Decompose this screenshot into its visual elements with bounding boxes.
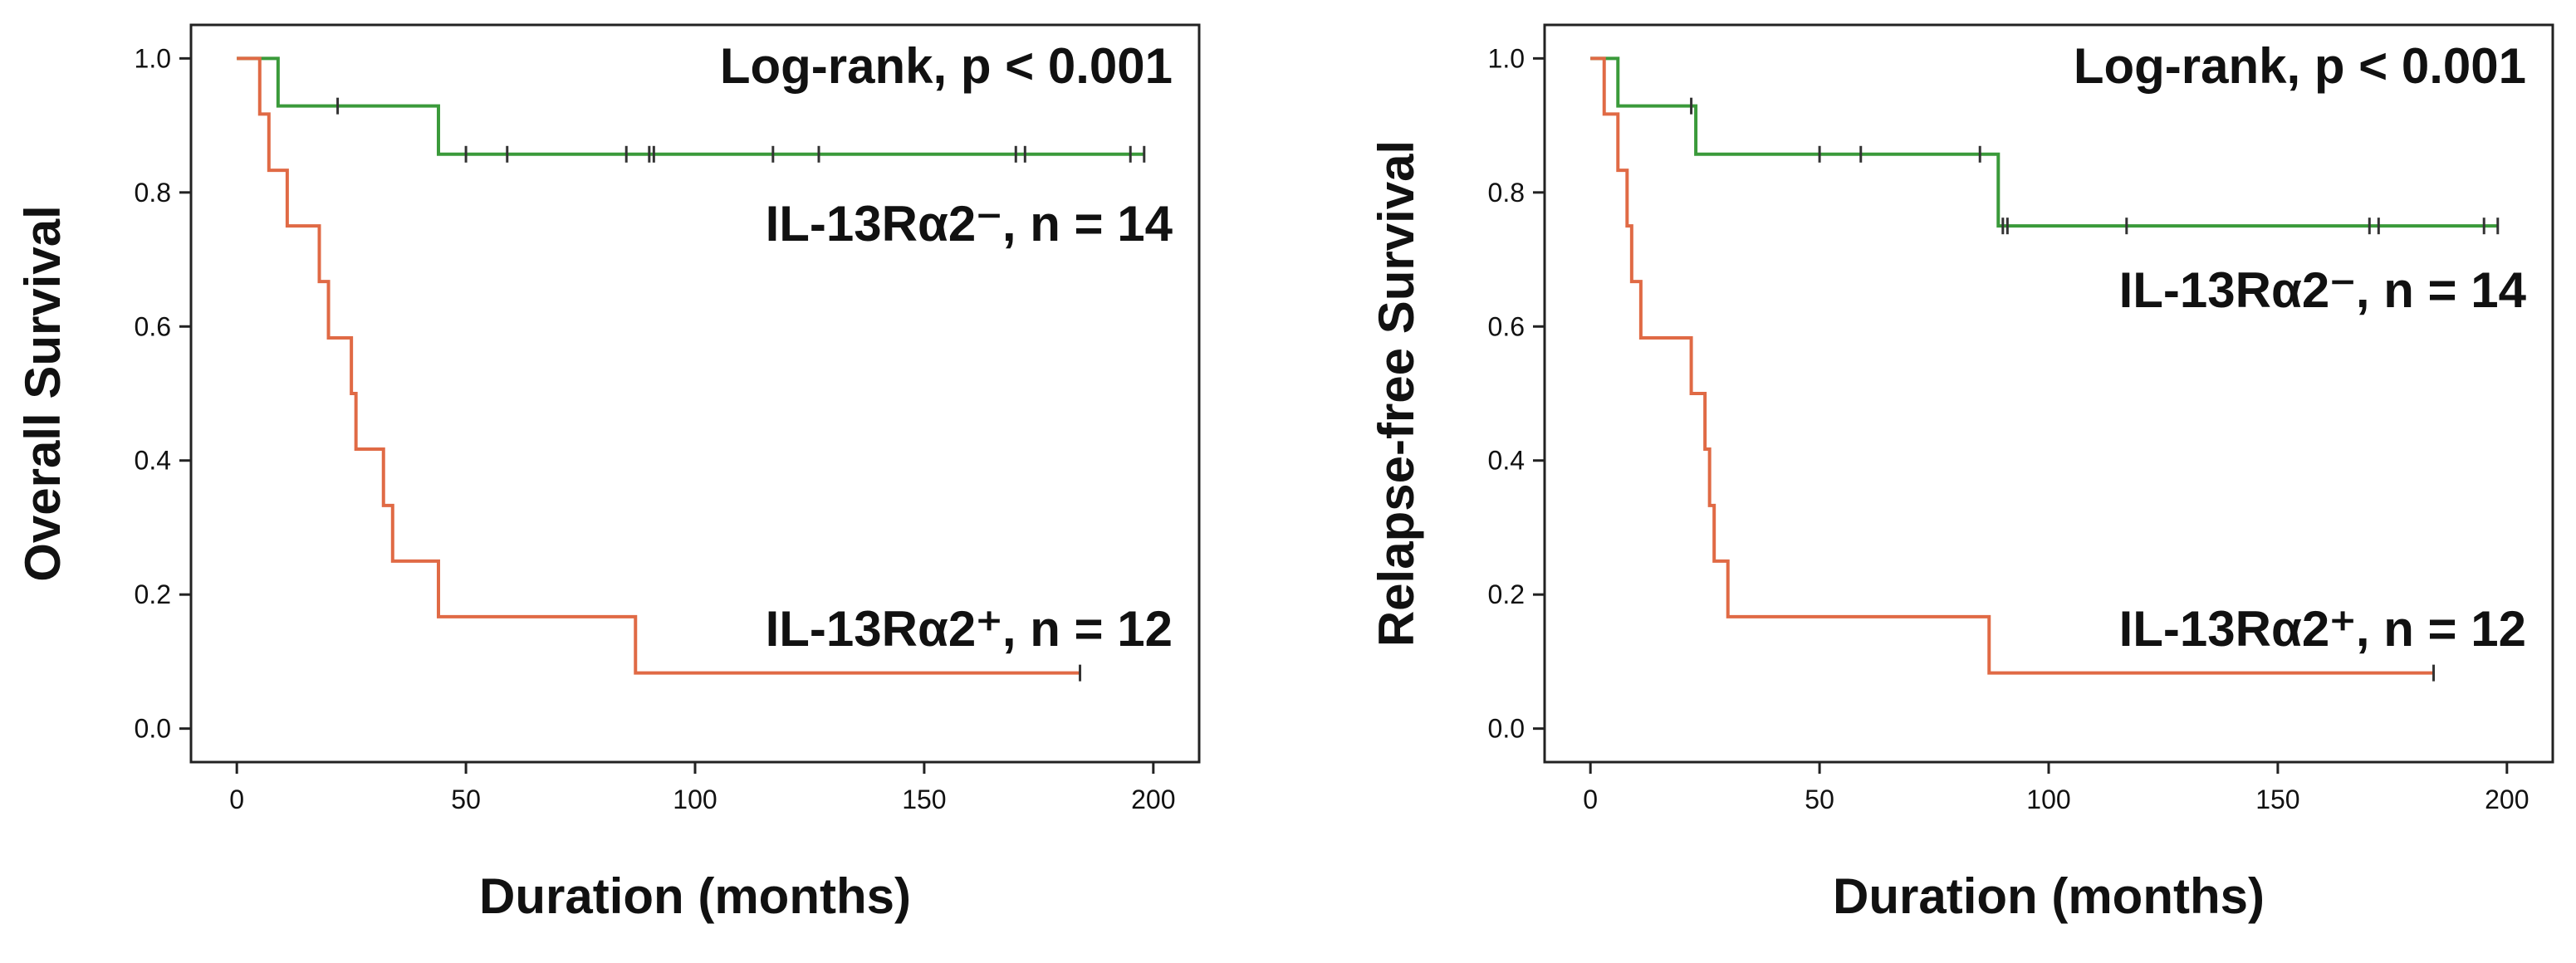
log-rank-annotation: Log-rank, p < 0.001 — [720, 38, 1173, 94]
x-tick-label: 150 — [2255, 785, 2299, 814]
y-axis-title: Relapse-free Survival — [1369, 140, 1424, 647]
x-tick-label: 200 — [1131, 785, 1175, 814]
axis-ticks: 0 50 100 150 200 0.0 0.2 0.4 0.6 0.8 1.0 — [135, 43, 1176, 814]
y-tick-label: 0.6 — [135, 311, 171, 341]
x-tick-label: 150 — [902, 785, 946, 814]
x-tick-label: 0 — [1583, 785, 1598, 814]
il13ra2-positive-survival-curve — [1590, 56, 2434, 675]
x-axis-title: Duration (months) — [479, 868, 911, 924]
y-tick-label: 0.4 — [135, 446, 171, 476]
series-label-negative: IL-13Rα2⁻, n = 14 — [766, 196, 1173, 252]
series-label-negative: IL-13Rα2⁻, n = 14 — [2119, 262, 2527, 318]
x-tick-label: 50 — [451, 785, 481, 814]
y-tick-label: 0.8 — [135, 178, 171, 208]
il13ra2-negative-survival-curve — [237, 56, 1144, 156]
plot-marks — [1590, 56, 2500, 682]
y-tick-label: 0.2 — [1488, 579, 1525, 609]
x-tick-label: 100 — [2026, 785, 2070, 814]
il13ra2-positive-survival-curve — [237, 56, 1080, 675]
x-tick-label: 100 — [673, 785, 717, 814]
y-tick-label: 0.2 — [135, 579, 171, 609]
y-tick-label: 0.0 — [135, 714, 171, 744]
x-tick-label: 0 — [229, 785, 244, 814]
y-tick-label: 0.6 — [1488, 311, 1525, 341]
y-tick-label: 1.0 — [1488, 43, 1525, 73]
plot-marks — [237, 56, 1146, 682]
il13ra2-negative-survival-curve — [1590, 56, 2498, 228]
series-label-positive: IL-13Rα2⁺, n = 12 — [766, 601, 1173, 657]
relapse-free-survival-panel: 0 50 100 150 200 0.0 0.2 0.4 0.6 0.8 1.0 Duration … — [1369, 23, 2554, 924]
x-tick-label: 50 — [1805, 785, 1834, 814]
overall-survival-panel: 0 50 100 150 200 0.0 0.2 0.4 0.6 0.8 1.0 Duration … — [15, 23, 1201, 924]
x-axis-title: Duration (months) — [1833, 868, 2265, 924]
log-rank-annotation: Log-rank, p < 0.001 — [2074, 38, 2526, 94]
axis-ticks: 0 50 100 150 200 0.0 0.2 0.4 0.6 0.8 1.0 — [1488, 43, 2529, 814]
y-tick-label: 0.8 — [1488, 178, 1525, 208]
y-axis-title: Overall Survival — [15, 205, 71, 582]
y-tick-label: 0.4 — [1488, 446, 1525, 476]
x-tick-label: 200 — [2485, 785, 2529, 814]
y-tick-label: 0.0 — [1488, 714, 1525, 744]
series-label-positive: IL-13Rα2⁺, n = 12 — [2119, 601, 2526, 657]
y-tick-label: 1.0 — [135, 43, 171, 73]
